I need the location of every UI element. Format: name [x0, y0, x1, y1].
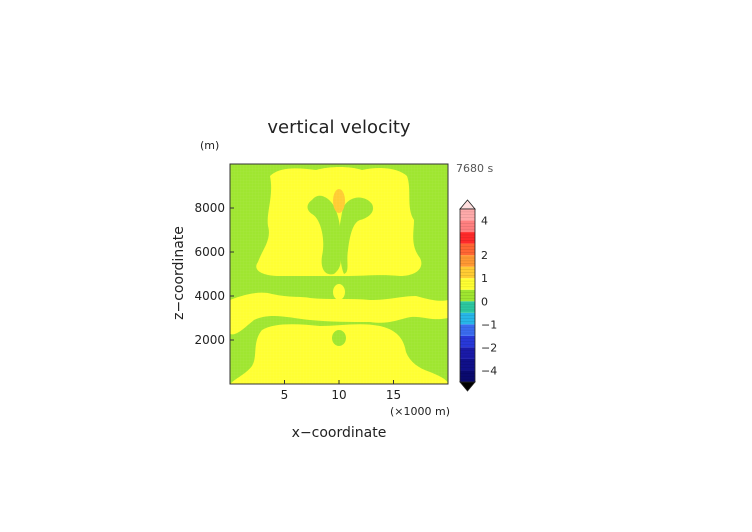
- colorbar-band: [460, 209, 475, 221]
- y-tick-label: 4000: [194, 289, 225, 303]
- y-tick-label: 6000: [194, 245, 225, 259]
- chart-title: vertical velocity: [267, 117, 411, 138]
- colorbar-tick-label: 4: [481, 215, 488, 228]
- x-tick-label: 15: [386, 388, 401, 402]
- x-axis-label: x−coordinate: [292, 425, 387, 441]
- time-label: 7680 s: [456, 162, 493, 175]
- y-axis-ticks: 2000 4000 6000 8000: [194, 201, 234, 347]
- colorbar-frame: [459, 208, 476, 383]
- colorbar-band: [460, 278, 475, 290]
- colorbar-tick-label: −2: [481, 341, 497, 354]
- y-tick-label: 8000: [194, 201, 225, 215]
- colorbar-band: [460, 255, 475, 267]
- colorbar-band: [460, 301, 475, 313]
- colorbar: 4 2 1 0 −1 −2 −4: [459, 199, 497, 392]
- colorbar-max-triangle: [459, 199, 476, 210]
- x-axis-ticks: 5 10 15: [281, 380, 401, 402]
- colorbar-tick-label: −4: [481, 364, 497, 377]
- colorbar-tick-label: 2: [481, 249, 488, 262]
- colorbar-band: [460, 324, 475, 336]
- colorbar-band: [460, 220, 475, 233]
- x-unit-label: (×1000 m): [390, 405, 450, 418]
- y-unit-label: (m): [200, 139, 219, 152]
- colorbar-min-triangle: [459, 381, 476, 392]
- colorbar-band: [460, 347, 475, 359]
- x-tick-label: 10: [331, 388, 346, 402]
- colorbar-band: [460, 370, 475, 382]
- colorbar-band: [460, 243, 475, 256]
- y-axis-label: z−coordinate: [171, 226, 187, 320]
- y-tick-label: 2000: [194, 333, 225, 347]
- colorbar-band: [460, 289, 475, 302]
- colorbar-band: [460, 232, 475, 244]
- colorbar-tick-label: 0: [481, 295, 488, 308]
- colorbar-band: [460, 335, 475, 348]
- x-tick-label: 5: [281, 388, 289, 402]
- colorbar-band: [460, 312, 475, 325]
- colorbar-tick-label: −1: [481, 318, 497, 331]
- colorbar-band: [460, 266, 475, 279]
- colorbar-tick-label: 1: [481, 272, 488, 285]
- colorbar-band: [460, 358, 475, 371]
- plot-area: [229, 163, 449, 385]
